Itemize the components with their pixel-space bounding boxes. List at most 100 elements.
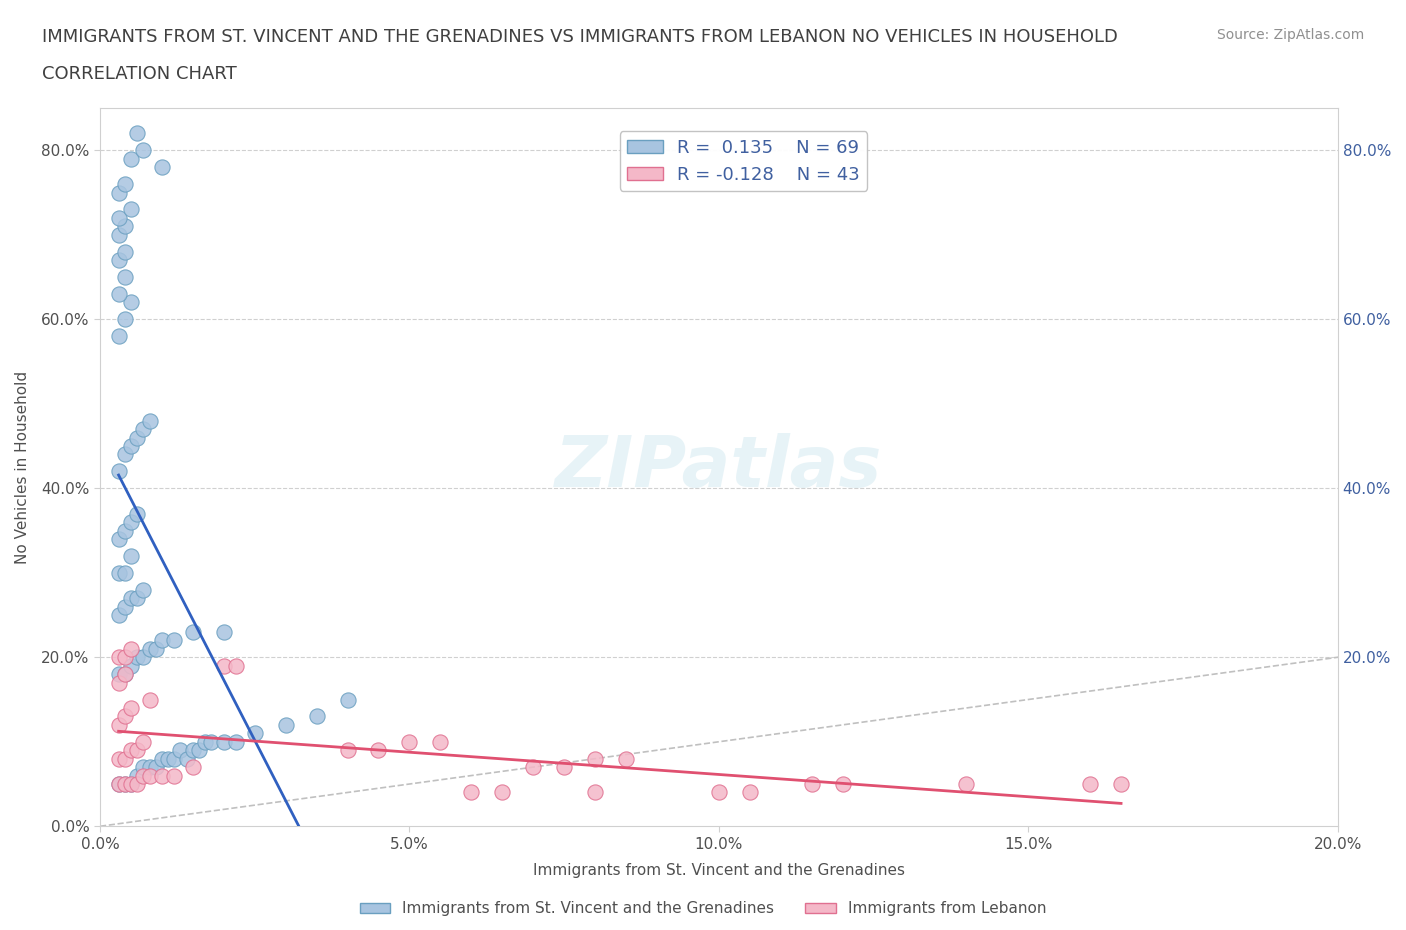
Point bbox=[138, 692, 160, 707]
Point bbox=[120, 439, 142, 454]
Point bbox=[132, 143, 155, 158]
Point bbox=[138, 760, 160, 775]
Point bbox=[107, 777, 129, 791]
Point bbox=[120, 700, 142, 715]
Point bbox=[163, 633, 186, 648]
Point bbox=[114, 565, 136, 580]
Point bbox=[120, 743, 142, 758]
Point bbox=[336, 743, 359, 758]
Point bbox=[114, 777, 136, 791]
Point bbox=[114, 751, 136, 766]
Point bbox=[107, 675, 129, 690]
Point bbox=[367, 743, 389, 758]
Point bbox=[305, 709, 328, 724]
Point bbox=[114, 447, 136, 462]
Point bbox=[107, 717, 129, 732]
Legend: Immigrants from St. Vincent and the Grenadines, Immigrants from Lebanon: Immigrants from St. Vincent and the Gren… bbox=[353, 896, 1053, 923]
Point bbox=[120, 152, 142, 166]
Point bbox=[150, 633, 173, 648]
Point bbox=[138, 413, 160, 428]
Point bbox=[107, 667, 129, 682]
Point bbox=[614, 751, 637, 766]
Point bbox=[120, 777, 142, 791]
Point bbox=[120, 658, 142, 673]
Point bbox=[107, 464, 129, 479]
Point bbox=[800, 777, 823, 791]
Point bbox=[107, 650, 129, 665]
Point bbox=[169, 743, 191, 758]
Point bbox=[127, 506, 149, 521]
Point bbox=[163, 751, 186, 766]
Point bbox=[114, 219, 136, 233]
Point bbox=[114, 777, 136, 791]
Text: Source: ZipAtlas.com: Source: ZipAtlas.com bbox=[1216, 28, 1364, 42]
Point bbox=[1078, 777, 1101, 791]
Point bbox=[243, 726, 266, 741]
Point bbox=[163, 768, 186, 783]
Point bbox=[150, 751, 173, 766]
Point bbox=[127, 430, 149, 445]
Point bbox=[212, 658, 235, 673]
Point bbox=[120, 777, 142, 791]
Point bbox=[138, 768, 160, 783]
Point bbox=[181, 760, 204, 775]
Point bbox=[114, 270, 136, 285]
Point bbox=[127, 126, 149, 140]
Point bbox=[107, 777, 129, 791]
Point bbox=[955, 777, 977, 791]
Point bbox=[107, 565, 129, 580]
Point bbox=[114, 312, 136, 326]
Point bbox=[132, 421, 155, 436]
X-axis label: Immigrants from St. Vincent and the Grenadines: Immigrants from St. Vincent and the Gren… bbox=[533, 863, 905, 878]
Point bbox=[107, 227, 129, 242]
Point bbox=[225, 658, 247, 673]
Point bbox=[114, 177, 136, 192]
Point bbox=[522, 760, 544, 775]
Point bbox=[114, 667, 136, 682]
Point bbox=[150, 768, 173, 783]
Point bbox=[176, 751, 198, 766]
Point bbox=[200, 735, 222, 750]
Point bbox=[188, 743, 211, 758]
Point bbox=[225, 735, 247, 750]
Point bbox=[1109, 777, 1132, 791]
Point bbox=[145, 760, 167, 775]
Point bbox=[107, 286, 129, 301]
Point bbox=[212, 735, 235, 750]
Point bbox=[114, 599, 136, 614]
Point bbox=[181, 624, 204, 639]
Point bbox=[127, 743, 149, 758]
Point bbox=[212, 624, 235, 639]
Point bbox=[398, 735, 420, 750]
Point bbox=[107, 210, 129, 225]
Point bbox=[114, 523, 136, 538]
Text: IMMIGRANTS FROM ST. VINCENT AND THE GRENADINES VS IMMIGRANTS FROM LEBANON NO VEH: IMMIGRANTS FROM ST. VINCENT AND THE GREN… bbox=[42, 28, 1118, 46]
Point bbox=[132, 768, 155, 783]
Point bbox=[114, 709, 136, 724]
Point bbox=[138, 642, 160, 657]
Point bbox=[107, 185, 129, 200]
Point bbox=[127, 777, 149, 791]
Point bbox=[120, 295, 142, 310]
Point bbox=[107, 607, 129, 622]
Point bbox=[132, 760, 155, 775]
Point bbox=[491, 785, 513, 800]
Point bbox=[120, 514, 142, 529]
Point bbox=[583, 751, 606, 766]
Point bbox=[127, 768, 149, 783]
Point bbox=[336, 692, 359, 707]
Point bbox=[132, 735, 155, 750]
Point bbox=[460, 785, 482, 800]
Point bbox=[553, 760, 575, 775]
Point bbox=[583, 785, 606, 800]
Point bbox=[107, 751, 129, 766]
Point bbox=[127, 650, 149, 665]
Point bbox=[738, 785, 761, 800]
Text: ZIPatlas: ZIPatlas bbox=[555, 432, 883, 501]
Point bbox=[107, 532, 129, 547]
Point bbox=[145, 642, 167, 657]
Text: CORRELATION CHART: CORRELATION CHART bbox=[42, 65, 238, 83]
Point bbox=[274, 717, 297, 732]
Point bbox=[120, 591, 142, 605]
Point bbox=[107, 253, 129, 268]
